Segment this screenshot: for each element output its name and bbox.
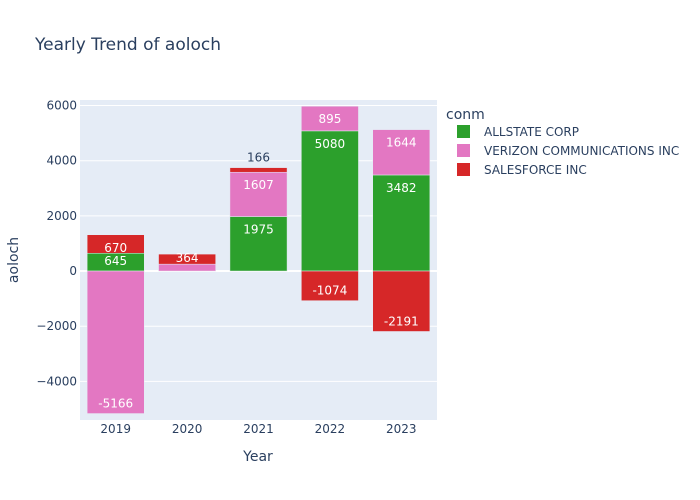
y-tick-label: 4000 bbox=[46, 154, 77, 168]
data-label: 166 bbox=[247, 151, 270, 165]
x-tick-label: 2023 bbox=[386, 422, 417, 436]
chart-title: Yearly Trend of aoloch bbox=[34, 35, 221, 55]
data-label: -5166 bbox=[98, 397, 133, 411]
data-label: 1644 bbox=[386, 136, 417, 150]
data-label: 895 bbox=[318, 112, 341, 126]
y-tick-label: −2000 bbox=[36, 319, 77, 333]
data-label: 364 bbox=[176, 251, 199, 265]
data-label: 645 bbox=[104, 254, 127, 268]
y-tick-label: 2000 bbox=[46, 209, 77, 223]
data-label: 5080 bbox=[315, 137, 346, 151]
data-label: -1074 bbox=[312, 284, 347, 298]
data-label: 670 bbox=[104, 241, 127, 255]
legend-swatch bbox=[457, 144, 470, 157]
bar bbox=[301, 270, 359, 301]
bar bbox=[372, 129, 431, 176]
legend-item-label: ALLSTATE CORP bbox=[484, 125, 579, 139]
legend-swatch bbox=[457, 163, 470, 176]
legend-item-label: SALESFORCE INC bbox=[484, 163, 587, 177]
y-tick-label: 0 bbox=[69, 264, 77, 278]
bar bbox=[86, 270, 145, 414]
bar bbox=[229, 167, 288, 173]
data-label: 1607 bbox=[243, 178, 274, 192]
x-tick-label: 2022 bbox=[315, 422, 346, 436]
plot-area: −4000 −2000 0 2000 4000 6000 2019 645 -5166 670 20… bbox=[36, 99, 437, 436]
data-label: -2191 bbox=[384, 314, 419, 328]
bar bbox=[301, 130, 359, 272]
bar bbox=[229, 216, 288, 272]
y-axis-title: aoloch bbox=[6, 237, 22, 283]
x-tick-label: 2019 bbox=[100, 422, 131, 436]
bar bbox=[301, 105, 359, 132]
y-tick-label: 6000 bbox=[46, 99, 77, 113]
x-axis-title: Year bbox=[242, 449, 273, 465]
legend-swatch bbox=[457, 125, 470, 138]
data-label: 3482 bbox=[386, 181, 417, 195]
legend[interactable]: conm ALLSTATE CORP VERIZON COMMUNICATIONS… bbox=[446, 107, 679, 177]
y-tick-label: −4000 bbox=[36, 374, 77, 388]
x-tick-label: 2020 bbox=[172, 422, 203, 436]
bar bbox=[158, 263, 216, 272]
x-tick-label: 2021 bbox=[243, 422, 274, 436]
bar bbox=[372, 270, 431, 332]
legend-title: conm bbox=[446, 107, 485, 123]
bar bbox=[229, 171, 288, 217]
bar bbox=[86, 234, 145, 254]
bar bbox=[158, 253, 216, 265]
legend-item-label: VERIZON COMMUNICATIONS INC bbox=[484, 144, 679, 158]
data-label: 1975 bbox=[243, 223, 274, 237]
